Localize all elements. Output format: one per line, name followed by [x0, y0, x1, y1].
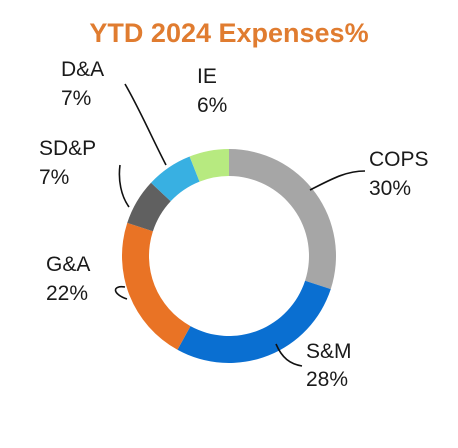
slice-cops [229, 149, 336, 290]
chart-title: YTD 2024 Expenses% [89, 18, 368, 48]
label-cops-value: 30% [369, 177, 411, 200]
leader-line-ga [114, 285, 128, 300]
label-ie-value: 6% [197, 94, 227, 117]
leader-line-sdp [118, 164, 130, 208]
label-da-value: 7% [61, 87, 91, 110]
slice-sm [177, 280, 331, 363]
leader-line-sm [275, 343, 303, 367]
slice-labels: COPS 30% S&M 28% G&A 22% SD&P 7% D&A 7% IE 6% [39, 58, 429, 391]
label-da-name: D&A [61, 58, 104, 81]
slice-ie [189, 149, 229, 182]
label-ie-name: IE [197, 65, 217, 88]
slice-ga [122, 222, 191, 350]
label-cops-name: COPS [369, 148, 429, 171]
slice-da [151, 156, 200, 202]
leader-lines [114, 83, 366, 367]
label-sdp-value: 7% [39, 166, 69, 189]
leader-line-da [124, 83, 167, 166]
leader-line-cops [309, 170, 366, 191]
slice-sdp [127, 182, 171, 232]
label-ga-value: 22% [46, 282, 88, 305]
label-sm-name: S&M [306, 340, 352, 363]
label-ga-name: G&A [46, 253, 90, 276]
donut-slices [122, 149, 336, 363]
label-sdp-name: SD&P [39, 137, 96, 160]
label-sm-value: 28% [306, 368, 348, 391]
